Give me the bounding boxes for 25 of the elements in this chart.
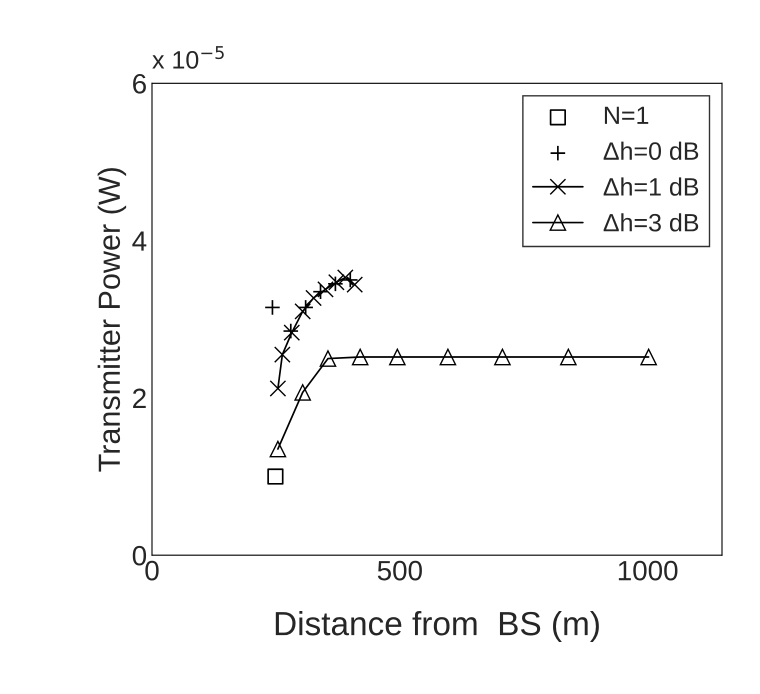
x-tick-label: 1000 [618, 560, 678, 580]
legend-label: Δh=3 dB [604, 213, 698, 232]
y-tick-label: 2 [133, 388, 146, 408]
x-axis-title: Distance from BS (m) [276, 610, 599, 642]
point [270, 440, 286, 458]
point [440, 348, 456, 366]
point [560, 348, 577, 366]
x-tick-label: 500 [378, 560, 422, 580]
point [640, 348, 657, 366]
point [274, 346, 291, 363]
text: x 10$^{−5}$ [152, 46, 224, 69]
point [267, 468, 284, 485]
point [494, 348, 511, 366]
y-axis-title: Transmitter Power (W) [98, 168, 126, 472]
point [294, 384, 312, 401]
point [270, 380, 286, 397]
point [389, 348, 406, 366]
y-tick-label: 4 [132, 232, 146, 251]
legend-label: Δh=1 dB [604, 177, 698, 196]
point [320, 350, 336, 367]
point [352, 348, 369, 366]
legend-label: N=1 [604, 106, 648, 124]
y-tick-label: 0 [132, 546, 146, 566]
legend-label: Δh=0 dB [604, 142, 698, 160]
y-tick-label: 6 [133, 74, 146, 94]
